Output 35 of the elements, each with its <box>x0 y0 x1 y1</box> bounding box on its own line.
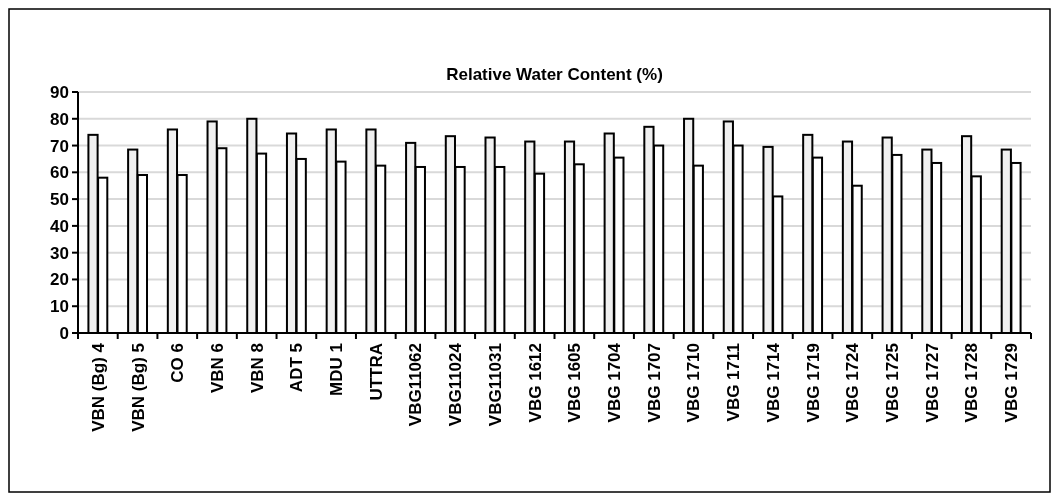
x-tick-label: VBG11031 <box>485 343 505 427</box>
y-tick-label: 50 <box>50 190 69 210</box>
x-tick-label: VBG 1612 <box>525 343 545 423</box>
x-tick-label: MDU 1 <box>327 343 347 396</box>
x-tick-label: VBG 1605 <box>565 343 585 423</box>
x-tick-label: VBG 1725 <box>882 343 902 423</box>
y-tick-label: 20 <box>50 270 69 290</box>
x-tick-label: VBN (Bg) 4 <box>88 342 108 432</box>
x-tick-label: VBG 1710 <box>684 343 704 423</box>
x-tick-label: VBN 6 <box>207 343 227 394</box>
x-tick-label: VBG 1727 <box>922 343 942 423</box>
x-tick-label: VBG 1728 <box>962 343 982 423</box>
y-tick-label: 10 <box>50 297 69 317</box>
y-tick-label: 30 <box>50 243 69 263</box>
x-tick-label: CO 6 <box>168 343 188 383</box>
x-tick-label: VBG 1724 <box>843 342 863 423</box>
y-tick-label: 90 <box>50 82 69 102</box>
x-tick-label: VBG 1729 <box>1002 343 1022 423</box>
y-tick-label: 40 <box>50 216 69 236</box>
x-tick-label: VBG 1704 <box>605 342 625 423</box>
x-tick-label: VBG11062 <box>406 343 426 427</box>
x-tick-label: ADT 5 <box>287 343 307 393</box>
x-tick-label: VBG 1707 <box>644 343 664 423</box>
x-tick-label: VBG 1714 <box>763 342 783 423</box>
x-tick-label: UTTRA <box>366 343 386 401</box>
x-tick-label: VBG 1711 <box>724 343 744 422</box>
y-tick-label: 80 <box>50 109 69 129</box>
x-tick-label: VBG11024 <box>446 342 466 427</box>
x-tick-label: VBG 1719 <box>803 343 823 423</box>
x-tick-label: VBN (Bg) 5 <box>128 343 148 432</box>
chart-title: Relative Water Content (%) <box>446 65 663 84</box>
y-tick-label: 60 <box>50 163 69 183</box>
y-tick-label: 70 <box>50 136 69 156</box>
y-tick-label: 0 <box>59 323 69 343</box>
x-tick-label: VBN 8 <box>247 343 267 394</box>
